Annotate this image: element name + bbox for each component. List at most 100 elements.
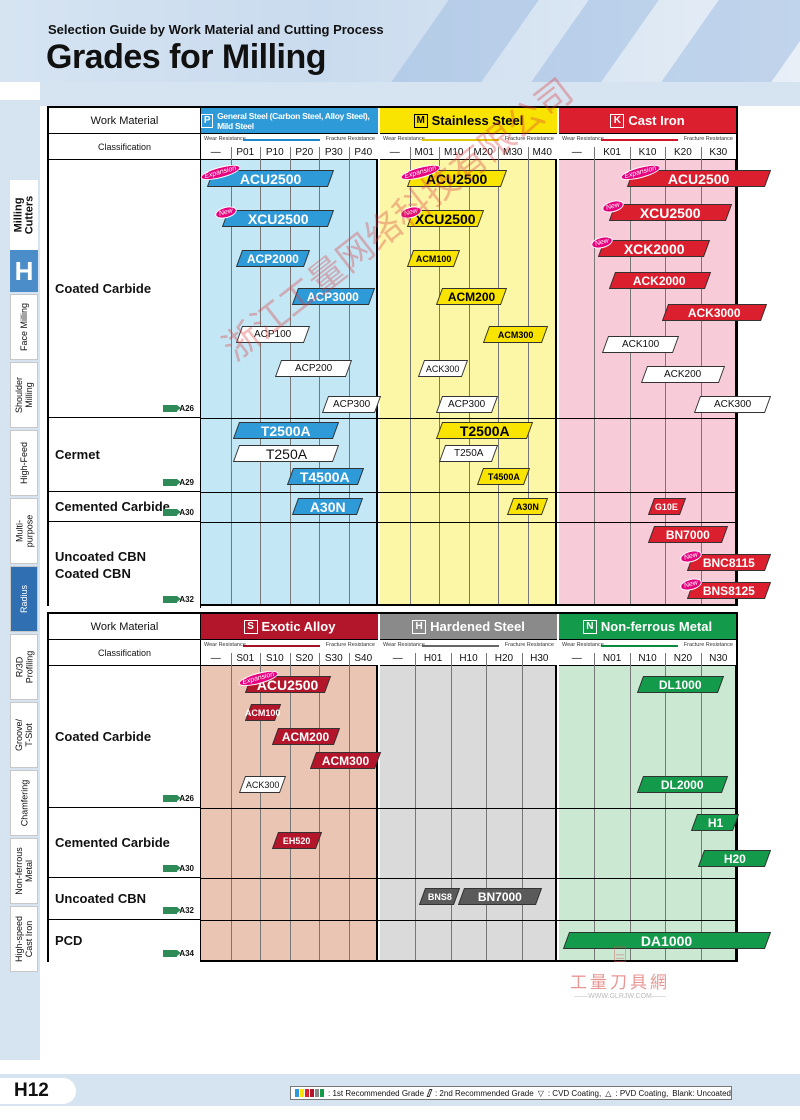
material-name: Non-ferrous Metal bbox=[600, 619, 713, 634]
grade-label: XCU2500 bbox=[247, 210, 309, 227]
cutting-material-name: PCD bbox=[55, 933, 83, 948]
grade-label: ACK100 bbox=[621, 339, 660, 350]
grade-bn7000[interactable]: BN7000 bbox=[458, 888, 543, 905]
legend-second-swatch bbox=[426, 1089, 433, 1097]
material-name: Exotic Alloy bbox=[261, 619, 336, 634]
sidebar-item-6[interactable]: R/3D Profiling bbox=[10, 634, 38, 700]
cutting-material-name: Coated Carbide bbox=[55, 729, 152, 744]
grade-ack300[interactable]: ACK300 bbox=[693, 396, 771, 413]
sidebar-item-9[interactable]: Non-ferrous Metal bbox=[10, 838, 38, 904]
grid-line bbox=[348, 147, 350, 604]
page-reference[interactable]: A32 bbox=[163, 906, 194, 915]
grade-t250a[interactable]: T250A bbox=[438, 445, 499, 462]
row-label: Uncoated CBN A32 bbox=[49, 878, 201, 920]
grade-acm200[interactable]: ACM200 bbox=[435, 288, 507, 305]
legend-color-swatch bbox=[295, 1089, 299, 1097]
sidebar-item-4[interactable]: Multi-purpose bbox=[10, 498, 38, 564]
classification-code: S20 bbox=[295, 653, 314, 664]
grade-acp300[interactable]: ACP300 bbox=[321, 396, 382, 413]
page-reference[interactable]: A26 bbox=[163, 404, 194, 413]
grade-acm200[interactable]: ACM200 bbox=[271, 728, 340, 745]
fracture-label: Fracture Resistance bbox=[325, 642, 375, 648]
page-reference[interactable]: A34 bbox=[163, 949, 194, 958]
resistance-arrow-icon bbox=[422, 645, 499, 647]
sidebar-item-5[interactable]: Radius bbox=[10, 566, 38, 632]
grade-bns8[interactable]: BNS8 bbox=[419, 888, 461, 905]
page-reference[interactable]: A30 bbox=[163, 864, 194, 873]
grid-line bbox=[527, 147, 529, 604]
grade-label: ACK300 bbox=[426, 363, 461, 374]
grade-h20[interactable]: H20 bbox=[697, 850, 771, 867]
grade-acp300[interactable]: ACP300 bbox=[435, 396, 499, 413]
grade-t2500a[interactable]: T2500A bbox=[233, 422, 340, 439]
material-name: General Steel (Carbon Steel, Alloy Steel… bbox=[217, 110, 370, 131]
grade-dl1000[interactable]: DL1000 bbox=[637, 676, 725, 693]
grade-xcu2500[interactable]: XCU2500 bbox=[609, 204, 732, 221]
grade-ack100[interactable]: ACK100 bbox=[601, 336, 679, 353]
grade-label: XCK2000 bbox=[624, 240, 685, 257]
grade-t4500a[interactable]: T4500A bbox=[477, 468, 531, 485]
legend-swatches bbox=[295, 1089, 324, 1097]
grade-label: ACU2500 bbox=[239, 170, 302, 187]
row-label: Coated Carbide A26 bbox=[49, 666, 201, 808]
grid-line bbox=[700, 653, 702, 960]
grade-a30n[interactable]: A30N bbox=[292, 498, 364, 515]
grade-eh520[interactable]: EH520 bbox=[271, 832, 323, 849]
grade-acm300[interactable]: ACM300 bbox=[483, 326, 549, 343]
reference-arrow-icon bbox=[163, 795, 182, 802]
sidebar: Milling Cutters H Face Milling Shoulder Milli… bbox=[0, 100, 40, 1060]
fracture-label: Fracture Resistance bbox=[504, 642, 554, 648]
grade-label: T4500A bbox=[487, 471, 520, 482]
grade-h1[interactable]: H1 bbox=[690, 814, 740, 831]
page-header bbox=[0, 0, 800, 82]
page-reference[interactable]: A30 bbox=[163, 508, 194, 517]
grade-bn7000[interactable]: BN7000 bbox=[647, 526, 729, 543]
grade-ack300[interactable]: ACK300 bbox=[239, 776, 287, 793]
grade-label: T2500A bbox=[261, 422, 312, 439]
row-label: Coated Carbide A26 bbox=[49, 160, 201, 418]
grade-label: BN7000 bbox=[666, 527, 711, 542]
grade-acm300[interactable]: ACM300 bbox=[310, 752, 382, 769]
grade-label: ACP2000 bbox=[247, 251, 300, 266]
grade-label: ACK200 bbox=[664, 369, 702, 380]
page-reference[interactable]: A26 bbox=[163, 794, 194, 803]
classification-code: P20 bbox=[295, 147, 314, 158]
grade-a30n[interactable]: A30N bbox=[506, 498, 549, 515]
grade-acp200[interactable]: ACP200 bbox=[274, 360, 352, 377]
cvd-triangle-icon: ▽ bbox=[537, 1088, 544, 1098]
material-badge: S bbox=[243, 619, 258, 634]
material-header-M: M Stainless Steel bbox=[380, 108, 557, 134]
page-reference[interactable]: A29 bbox=[163, 478, 194, 487]
grade-label: ACP300 bbox=[448, 399, 486, 410]
grade-ack300[interactable]: ACK300 bbox=[418, 360, 469, 377]
reference-page: A29 bbox=[179, 478, 194, 487]
material-column-S: S Exotic Alloy Wear Resistance Fracture Res… bbox=[201, 614, 378, 960]
grade-xcu2500[interactable]: XCU2500 bbox=[221, 210, 334, 227]
grade-ack3000[interactable]: ACK3000 bbox=[662, 304, 768, 321]
reference-arrow-icon bbox=[163, 509, 182, 516]
classification-code: H30 bbox=[530, 653, 549, 664]
grade-t4500a[interactable]: T4500A bbox=[286, 468, 364, 485]
grade-g10e[interactable]: G10E bbox=[647, 498, 686, 515]
sidebar-item-8[interactable]: Chamfering bbox=[10, 770, 38, 836]
grade-ack200[interactable]: ACK200 bbox=[640, 366, 725, 383]
sidebar-item-2[interactable]: Shoulder Milling bbox=[10, 362, 38, 428]
classification-code: — bbox=[571, 147, 582, 158]
grade-ack2000[interactable]: ACK2000 bbox=[609, 272, 711, 289]
material-badge: P bbox=[201, 113, 214, 128]
sidebar-item-3[interactable]: High-Feed bbox=[10, 430, 38, 496]
row-label: Cermet A29 bbox=[49, 418, 201, 492]
sidebar-item-7[interactable]: Groove/T-Slot bbox=[10, 702, 38, 768]
sidebar-item-1[interactable]: Face Milling bbox=[10, 294, 38, 360]
sidebar-item-10[interactable]: High-speed Cast Iron bbox=[10, 906, 38, 972]
grade-label: A30N bbox=[515, 501, 539, 512]
grade-t2500a[interactable]: T2500A bbox=[435, 422, 534, 439]
grade-acm100[interactable]: ACM100 bbox=[406, 250, 460, 267]
page-reference[interactable]: A32 bbox=[163, 595, 194, 604]
classification-label: Classification bbox=[49, 134, 201, 160]
grade-t250a[interactable]: T250A bbox=[233, 445, 340, 462]
work-material-label: Work Material bbox=[49, 108, 201, 134]
grade-xck2000[interactable]: XCK2000 bbox=[598, 240, 711, 257]
wear-label: Wear Resistance bbox=[383, 642, 425, 648]
grade-dl2000[interactable]: DL2000 bbox=[637, 776, 729, 793]
